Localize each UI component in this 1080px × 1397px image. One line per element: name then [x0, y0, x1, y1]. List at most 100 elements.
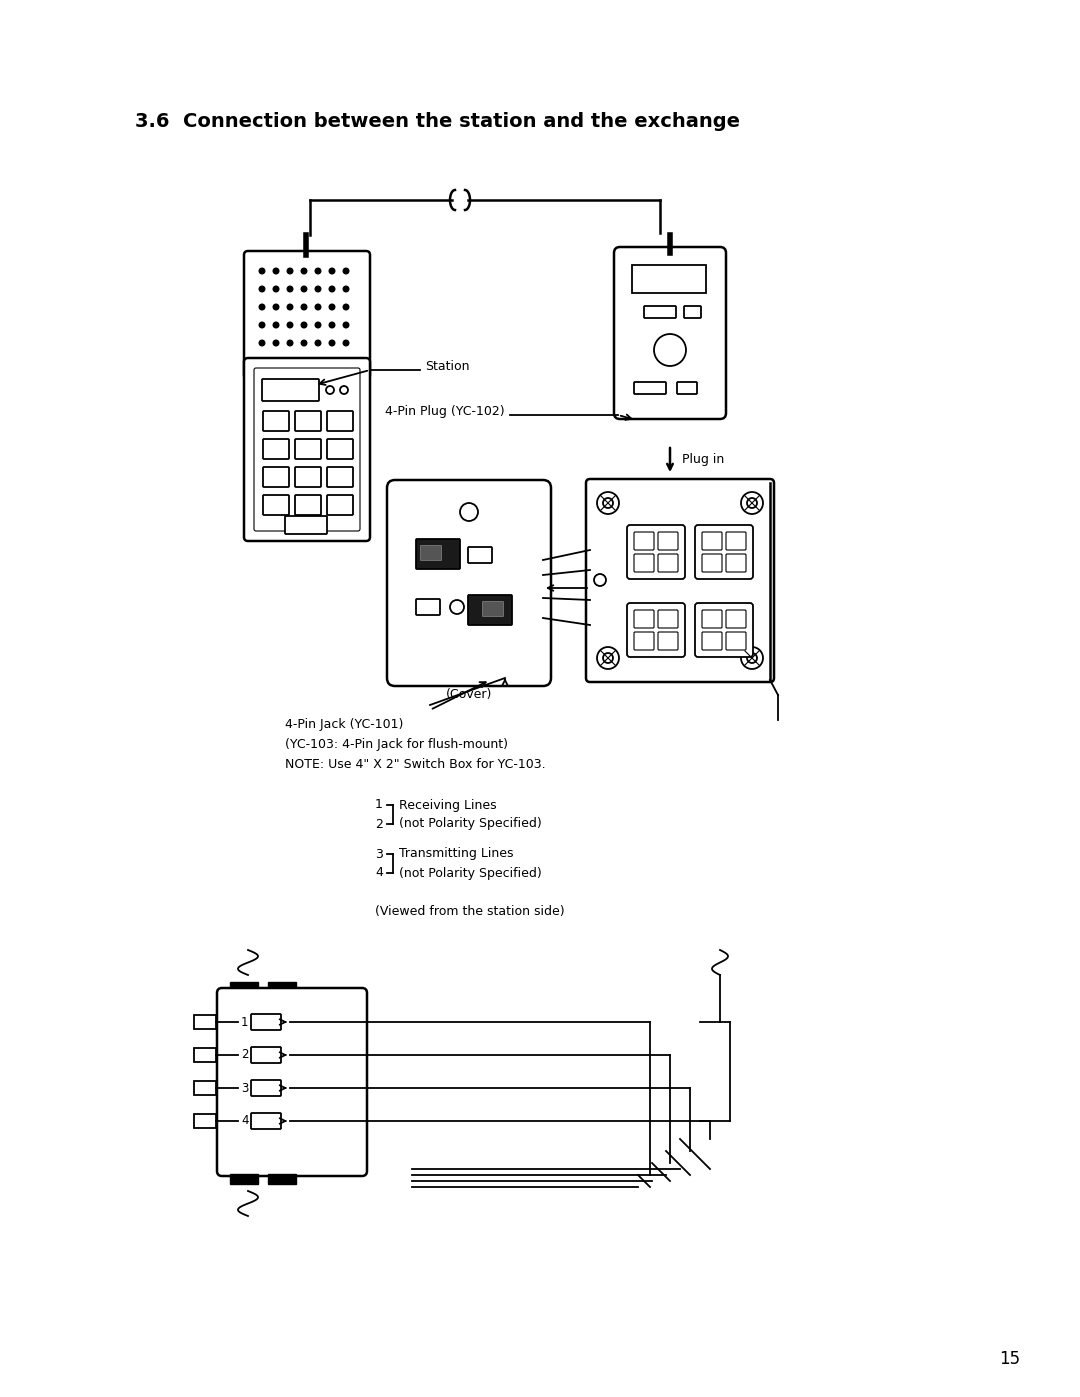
Bar	[194, 1048, 216, 1062]
Circle shape	[343, 323, 349, 328]
FancyBboxPatch shape	[264, 439, 289, 460]
Text: 4-Pin Jack (YC-101): 4-Pin Jack (YC-101)	[285, 718, 403, 731]
FancyBboxPatch shape	[702, 610, 723, 629]
Text: 2: 2	[375, 817, 383, 830]
FancyBboxPatch shape	[726, 532, 746, 550]
Circle shape	[315, 323, 321, 328]
Text: 1: 1	[241, 1016, 248, 1028]
FancyBboxPatch shape	[327, 467, 353, 488]
Text: (Viewed from the station side): (Viewed from the station side)	[375, 905, 565, 918]
Circle shape	[259, 341, 265, 346]
FancyBboxPatch shape	[627, 604, 685, 657]
Circle shape	[301, 286, 307, 292]
Circle shape	[594, 574, 606, 585]
FancyBboxPatch shape	[264, 495, 289, 515]
FancyBboxPatch shape	[658, 532, 678, 550]
FancyBboxPatch shape	[684, 306, 701, 319]
Circle shape	[315, 341, 321, 346]
Circle shape	[326, 386, 334, 394]
Bar	[230, 982, 258, 992]
Circle shape	[741, 647, 762, 669]
FancyBboxPatch shape	[586, 479, 774, 682]
FancyBboxPatch shape	[217, 988, 367, 1176]
FancyBboxPatch shape	[634, 610, 654, 629]
Text: 2: 2	[241, 1049, 248, 1062]
FancyBboxPatch shape	[327, 439, 353, 460]
Circle shape	[597, 647, 619, 669]
FancyBboxPatch shape	[726, 610, 746, 629]
FancyBboxPatch shape	[264, 411, 289, 432]
Circle shape	[301, 268, 307, 274]
Circle shape	[343, 268, 349, 274]
Bar	[194, 1016, 216, 1030]
FancyBboxPatch shape	[627, 525, 685, 578]
FancyBboxPatch shape	[416, 539, 460, 569]
FancyBboxPatch shape	[468, 548, 492, 563]
FancyBboxPatch shape	[251, 1046, 281, 1063]
FancyBboxPatch shape	[251, 1014, 281, 1030]
Bar	[268, 982, 296, 992]
Circle shape	[273, 323, 279, 328]
Circle shape	[287, 305, 293, 310]
Circle shape	[329, 341, 335, 346]
Circle shape	[287, 341, 293, 346]
Circle shape	[329, 268, 335, 274]
FancyBboxPatch shape	[295, 411, 321, 432]
FancyBboxPatch shape	[251, 1113, 281, 1129]
Circle shape	[259, 268, 265, 274]
FancyBboxPatch shape	[416, 599, 440, 615]
FancyBboxPatch shape	[420, 545, 442, 560]
Text: Plug in: Plug in	[681, 454, 725, 467]
FancyBboxPatch shape	[262, 379, 319, 401]
Circle shape	[287, 323, 293, 328]
Text: 3: 3	[241, 1081, 248, 1094]
FancyBboxPatch shape	[634, 631, 654, 650]
Circle shape	[301, 323, 307, 328]
Circle shape	[273, 305, 279, 310]
Circle shape	[259, 286, 265, 292]
FancyBboxPatch shape	[702, 631, 723, 650]
Circle shape	[597, 492, 619, 514]
Bar	[194, 1081, 216, 1095]
Circle shape	[315, 286, 321, 292]
Text: 4-Pin Plug (YC-102): 4-Pin Plug (YC-102)	[384, 405, 504, 418]
Circle shape	[301, 305, 307, 310]
Text: Transmitting Lines: Transmitting Lines	[399, 848, 513, 861]
Bar	[194, 1113, 216, 1127]
Circle shape	[603, 652, 613, 664]
Circle shape	[315, 305, 321, 310]
Circle shape	[747, 497, 757, 509]
FancyBboxPatch shape	[726, 555, 746, 571]
Circle shape	[259, 323, 265, 328]
Text: 1: 1	[375, 799, 383, 812]
FancyBboxPatch shape	[468, 595, 512, 624]
Text: (not Polarity Specified): (not Polarity Specified)	[399, 817, 542, 830]
FancyBboxPatch shape	[483, 602, 503, 616]
Circle shape	[273, 268, 279, 274]
Circle shape	[343, 305, 349, 310]
Circle shape	[741, 492, 762, 514]
Text: NOTE: Use 4" X 2" Switch Box for YC-103.: NOTE: Use 4" X 2" Switch Box for YC-103.	[285, 759, 545, 771]
Text: (not Polarity Specified): (not Polarity Specified)	[399, 866, 542, 880]
FancyBboxPatch shape	[658, 555, 678, 571]
Circle shape	[301, 341, 307, 346]
Text: 3: 3	[375, 848, 383, 861]
Text: (YC-103: 4-Pin Jack for flush-mount): (YC-103: 4-Pin Jack for flush-mount)	[285, 738, 508, 752]
Circle shape	[315, 268, 321, 274]
Circle shape	[329, 286, 335, 292]
FancyBboxPatch shape	[644, 306, 676, 319]
Text: (Cover): (Cover)	[446, 687, 492, 701]
FancyBboxPatch shape	[295, 467, 321, 488]
FancyBboxPatch shape	[244, 358, 370, 541]
FancyBboxPatch shape	[658, 610, 678, 629]
FancyBboxPatch shape	[264, 467, 289, 488]
Circle shape	[343, 286, 349, 292]
Circle shape	[273, 341, 279, 346]
FancyBboxPatch shape	[295, 439, 321, 460]
Circle shape	[329, 323, 335, 328]
Circle shape	[747, 652, 757, 664]
Circle shape	[450, 599, 464, 615]
FancyBboxPatch shape	[677, 381, 697, 394]
Circle shape	[273, 286, 279, 292]
FancyBboxPatch shape	[726, 631, 746, 650]
